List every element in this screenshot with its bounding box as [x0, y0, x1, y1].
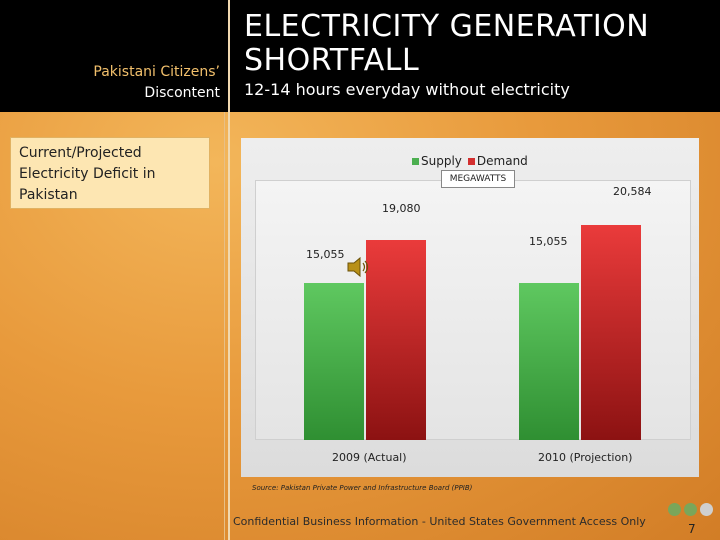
bar-supply-0	[304, 282, 364, 440]
category-label-1: 2010 (Projection)	[538, 451, 633, 464]
slide-title-line1: ELECTRICITY GENERATION	[244, 9, 650, 44]
back-arrow-icon[interactable]	[668, 503, 681, 516]
data-label-demand-0: 19,080	[382, 202, 421, 216]
legend-swatch-supply	[412, 158, 419, 165]
section-heading-line1: Pakistani Citizens’	[93, 64, 220, 80]
divider-line	[228, 0, 230, 540]
bar-demand-1	[581, 224, 641, 440]
slide-title-line2: SHORTFALL	[244, 43, 420, 78]
slide-title: ELECTRICITY GENERATION SHORTFALL	[244, 10, 649, 78]
title-bar	[0, 0, 720, 112]
legend-label-supply: Supply	[421, 154, 462, 168]
data-label-demand-1: 20,584	[613, 184, 652, 198]
side-caption-line2: Electricity Deficit in	[19, 166, 156, 182]
home-icon[interactable]	[700, 503, 713, 516]
slide-subtitle: 12-14 hours everyday without electricity	[244, 80, 570, 99]
bar-supply-1	[519, 282, 579, 440]
side-caption-line3: Pakistan	[19, 187, 78, 203]
data-label-supply-0: 15,055	[306, 247, 345, 261]
legend-item-demand: Demand	[467, 154, 528, 168]
category-label-0: 2009 (Actual)	[332, 451, 407, 464]
side-caption-box: Current/Projected Electricity Deficit in…	[10, 137, 210, 209]
bar-demand-0	[366, 240, 426, 440]
legend-item-supply: Supply	[412, 154, 462, 168]
legend-label-demand: Demand	[476, 154, 528, 168]
units-label: MEGAWATTS	[441, 170, 515, 188]
footer-text: Confidential Business Information - Unit…	[233, 515, 646, 528]
section-heading-line2: Discontent	[144, 85, 220, 101]
divider-line-thin	[224, 112, 225, 540]
forward-arrow-icon[interactable]	[684, 503, 697, 516]
page-number: 7	[688, 522, 696, 536]
source-note: Source: Pakistan Private Power and Infra…	[252, 484, 473, 492]
chart-legend: Supply Demand	[412, 154, 528, 168]
legend-swatch-demand	[467, 158, 475, 165]
speaker-icon[interactable]	[346, 255, 372, 279]
data-label-supply-1: 15,055	[529, 234, 568, 248]
section-heading: Pakistani Citizens’ Discontent	[93, 62, 220, 104]
side-caption-line1: Current/Projected	[19, 145, 142, 161]
